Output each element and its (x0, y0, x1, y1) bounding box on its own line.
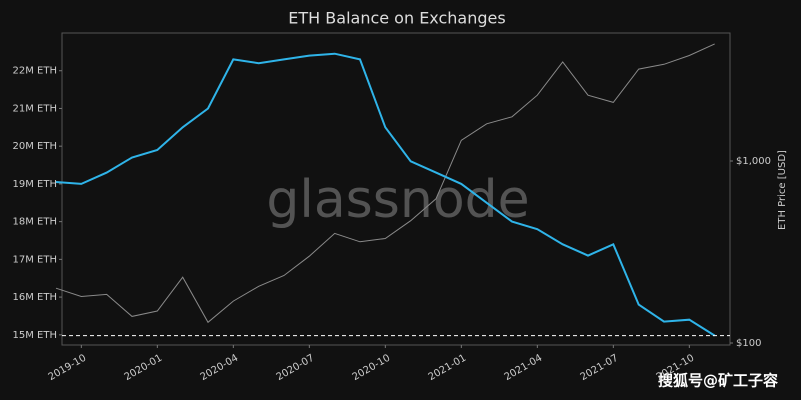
y2-tick-label: $100 (736, 338, 761, 349)
y-tick-label: 19M ETH (13, 179, 57, 190)
y-tick-label: 17M ETH (13, 254, 57, 265)
y-tick-label: 16M ETH (13, 292, 57, 303)
source-watermark: 搜狐号@矿工子容 (658, 372, 778, 390)
series-line (55, 43, 715, 324)
y-tick-label: 18M ETH (13, 217, 57, 228)
chart-title: ETH Balance on Exchanges (288, 9, 505, 28)
y2-axis-label: ETH Price [USD] (777, 150, 788, 230)
y-tick-label: 22M ETH (13, 66, 57, 77)
y2-tick-label: $1,000 (736, 156, 771, 167)
y-tick-label: 21M ETH (13, 103, 57, 114)
watermark: glassnode (266, 170, 529, 230)
series-line (55, 52, 716, 337)
y-tick-label: 15M ETH (13, 330, 57, 341)
plot-frame (61, 32, 731, 346)
y-tick-label: 20M ETH (13, 141, 57, 152)
